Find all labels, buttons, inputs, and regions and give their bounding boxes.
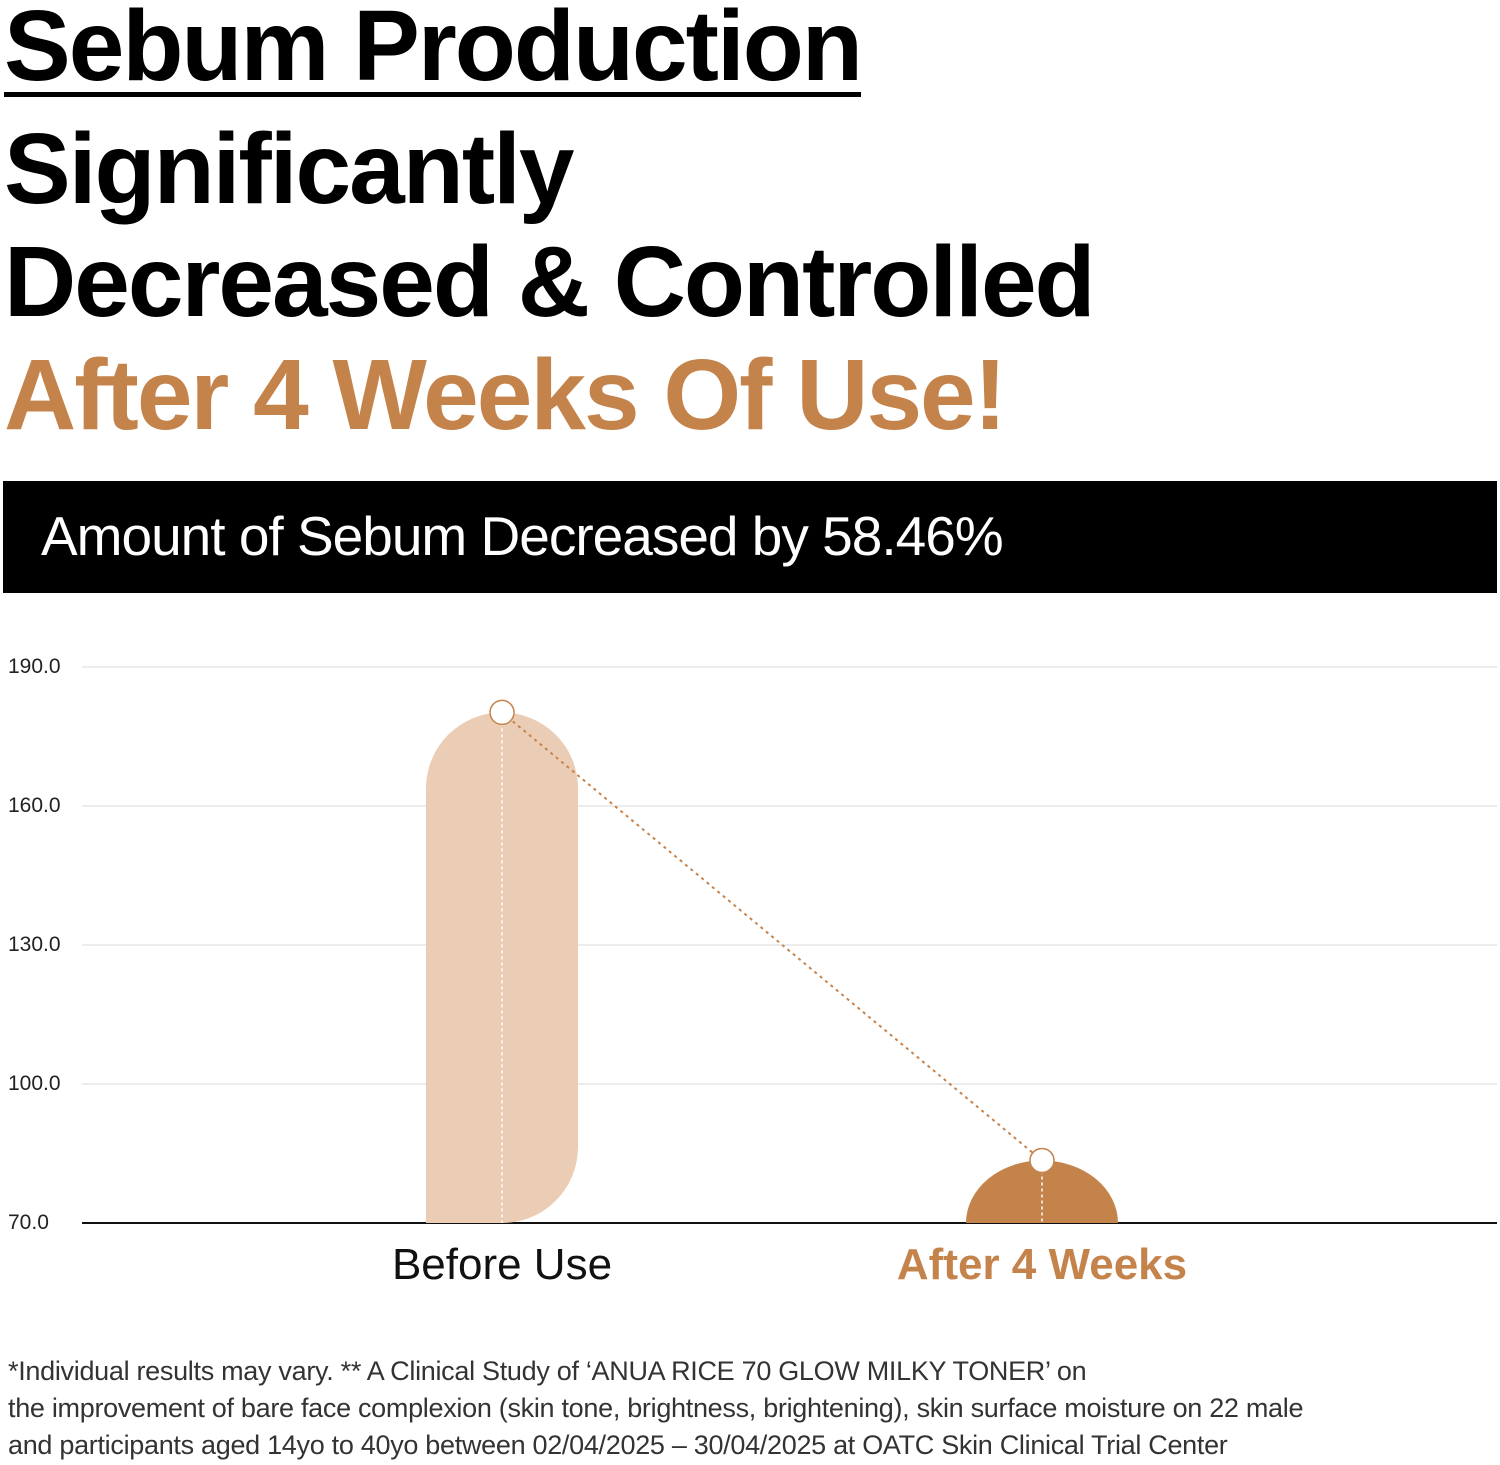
x-category-label: After 4 Weeks: [897, 1240, 1187, 1289]
bar-after-4-weeks: [966, 1160, 1118, 1223]
headline-line-3: Decreased & Controlled: [4, 226, 1096, 338]
y-tick-label: 160.0: [8, 794, 61, 817]
headline: Sebum Production Significantly Decreased…: [4, 0, 1494, 452]
y-tick-label: 190.0: [8, 655, 61, 678]
marker-after-4-weeks: [1029, 1147, 1055, 1174]
marker-before-use: [489, 699, 515, 726]
headline-line-4: After 4 Weeks Of Use!: [4, 339, 1007, 451]
y-tick-label: 130.0: [8, 933, 61, 956]
y-tick-label: 100.0: [8, 1072, 61, 1095]
footnote-line-1: *Individual results may vary. ** A Clini…: [8, 1356, 1087, 1386]
sebum-chart: 190.0 160.0 130.0 100.0 70.0 Before Use After …: [0, 620, 1500, 1320]
footnote: *Individual results may vary. ** A Clini…: [8, 1353, 1498, 1464]
footnote-line-2: the improvement of bare face complexion …: [8, 1393, 1304, 1423]
footnote-line-3: and participants aged 14yo to 40yo betwe…: [8, 1430, 1228, 1460]
headline-line-2: Significantly: [4, 113, 575, 225]
sebum-chart-svg: 190.0 160.0 130.0 100.0 70.0 Before Use After …: [8, 655, 1497, 1289]
connector-dotted-line: [501, 711, 1043, 1162]
x-category-label: Before Use: [392, 1240, 612, 1289]
result-banner: Amount of Sebum Decreased by 58.46%: [3, 481, 1497, 593]
headline-line-1: Sebum Production: [4, 0, 863, 102]
result-banner-text: Amount of Sebum Decreased by 58.46%: [41, 505, 1004, 567]
y-tick-label: 70.0: [8, 1211, 49, 1234]
bar-before-use: [426, 712, 578, 1223]
